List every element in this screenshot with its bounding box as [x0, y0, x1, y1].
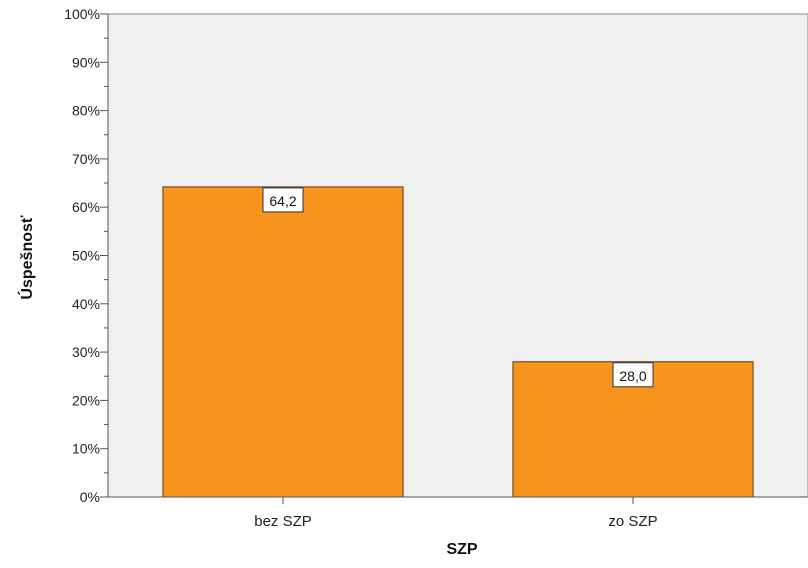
x-axis-ticks: bez SZP zo SZP — [254, 497, 658, 530]
x-tick-label: bez SZP — [254, 513, 312, 530]
y-tick-label: 0% — [80, 489, 100, 505]
data-label-box — [612, 362, 654, 388]
data-label: 64,2 — [269, 193, 296, 209]
y-axis-minor-ticks — [104, 37, 108, 474]
y-tick-label: 10% — [72, 441, 100, 457]
y-axis-ticks: 0% 10% 20% 30% 40% 50% 60% 70% 80% 90% 100% — [64, 6, 108, 505]
data-label-box — [262, 187, 304, 213]
x-axis-label: SZP — [446, 541, 477, 558]
y-tick-label: 90% — [72, 54, 100, 70]
bar — [162, 186, 404, 498]
y-tick-label: 60% — [72, 199, 100, 215]
y-tick-label: 50% — [72, 248, 100, 264]
y-tick-label: 30% — [72, 344, 100, 360]
y-tick-label: 80% — [72, 103, 100, 119]
y-tick-label: 70% — [72, 151, 100, 167]
y-tick-label: 20% — [72, 392, 100, 408]
y-tick-label: 100% — [64, 6, 100, 22]
data-label: 28,0 — [619, 368, 646, 384]
x-tick-label: zo SZP — [608, 513, 657, 530]
bars: 64,2 28,0 — [162, 186, 754, 498]
y-axis-label: Úspešnosť — [17, 215, 36, 299]
y-tick-label: 40% — [72, 296, 100, 312]
